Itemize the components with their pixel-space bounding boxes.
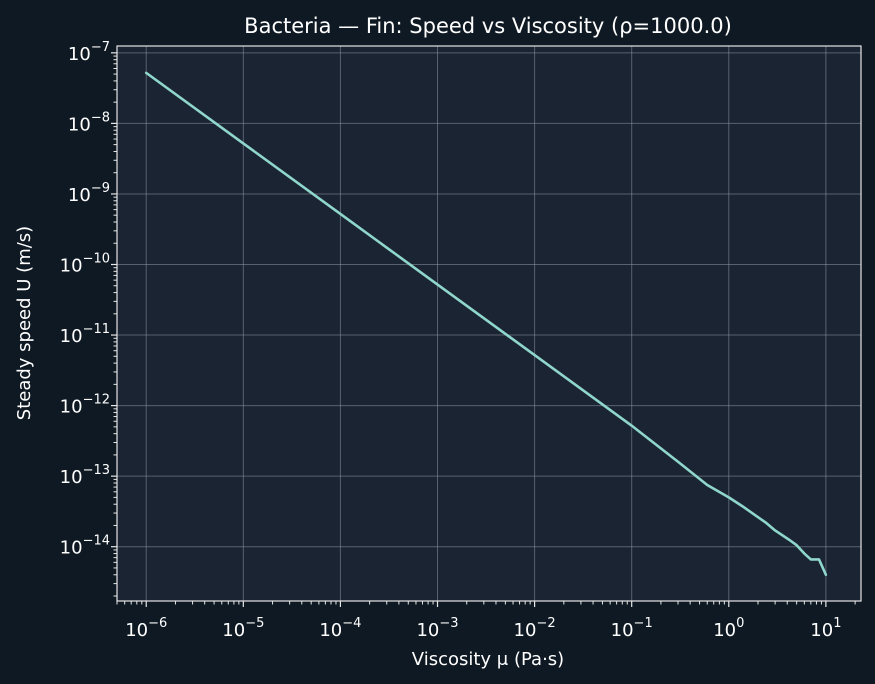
series-layer [144, 71, 828, 577]
y-tick-label: 10−9 [68, 181, 110, 206]
series-line [144, 71, 828, 577]
x-tick-label: 10−6 [125, 616, 167, 641]
x-tick-label: 10−2 [514, 616, 556, 641]
chart-title: Bacteria — Fin: Speed vs Viscosity (ρ=10… [244, 14, 732, 38]
y-tick-label: 10−7 [68, 40, 110, 65]
y-tick-label: 10−12 [60, 393, 110, 418]
x-tick-label: 10−1 [611, 616, 653, 641]
y-tick-label: 10−10 [60, 251, 110, 276]
ticks: 10−6 10−5 10−4 10−3 10−2 10−1 100 101 10−7 10−8 10… [60, 40, 856, 641]
x-tick-label: 100 [713, 616, 744, 641]
x-axis-label: Viscosity μ (Pa·s) [412, 649, 564, 670]
x-tick-label: 10−3 [416, 616, 458, 641]
y-axis-label: Steady speed U (m/s) [14, 226, 35, 420]
grid [117, 46, 861, 601]
y-tick-label: 10−8 [68, 110, 110, 135]
y-tick-label: 10−14 [60, 534, 110, 559]
x-tick-label: 101 [810, 616, 841, 641]
y-tick-label: 10−13 [60, 463, 110, 488]
x-tick-label: 10−4 [319, 616, 361, 641]
axes-frame [116, 45, 862, 602]
y-tick-label: 10−11 [60, 322, 110, 347]
x-tick-label: 10−5 [222, 616, 264, 641]
